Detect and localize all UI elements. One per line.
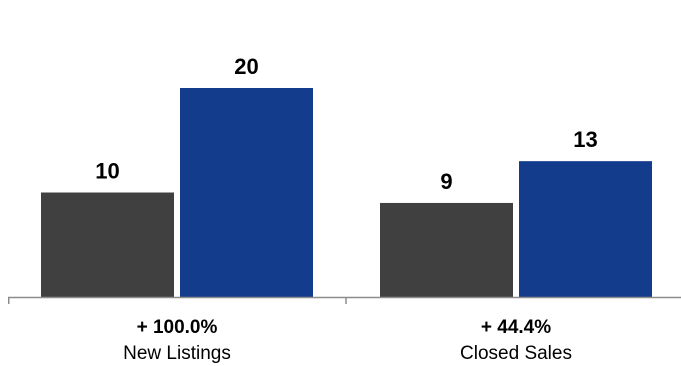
bar-0-1 <box>180 88 313 297</box>
x-axis <box>8 296 681 304</box>
change-label-0: + 100.0% <box>137 317 218 338</box>
bar-1-0 <box>380 202 513 297</box>
value-label-0-0: 10 <box>95 159 119 184</box>
change-label-1: + 44.4% <box>481 317 551 338</box>
value-label-1-0: 9 <box>440 169 452 194</box>
category-label-1: Closed Sales <box>460 343 572 364</box>
value-label-0-1: 20 <box>234 54 258 79</box>
bars-group <box>41 88 652 297</box>
value-labels-group: 10 20 9 13 <box>95 54 597 194</box>
bar-1-1 <box>519 161 652 297</box>
value-label-1-1: 13 <box>573 127 597 152</box>
bar-0-0 <box>41 192 174 297</box>
category-labels-group: + 100.0% New Listings + 44.4% Closed Sales <box>123 317 572 364</box>
category-label-0: New Listings <box>123 343 231 364</box>
